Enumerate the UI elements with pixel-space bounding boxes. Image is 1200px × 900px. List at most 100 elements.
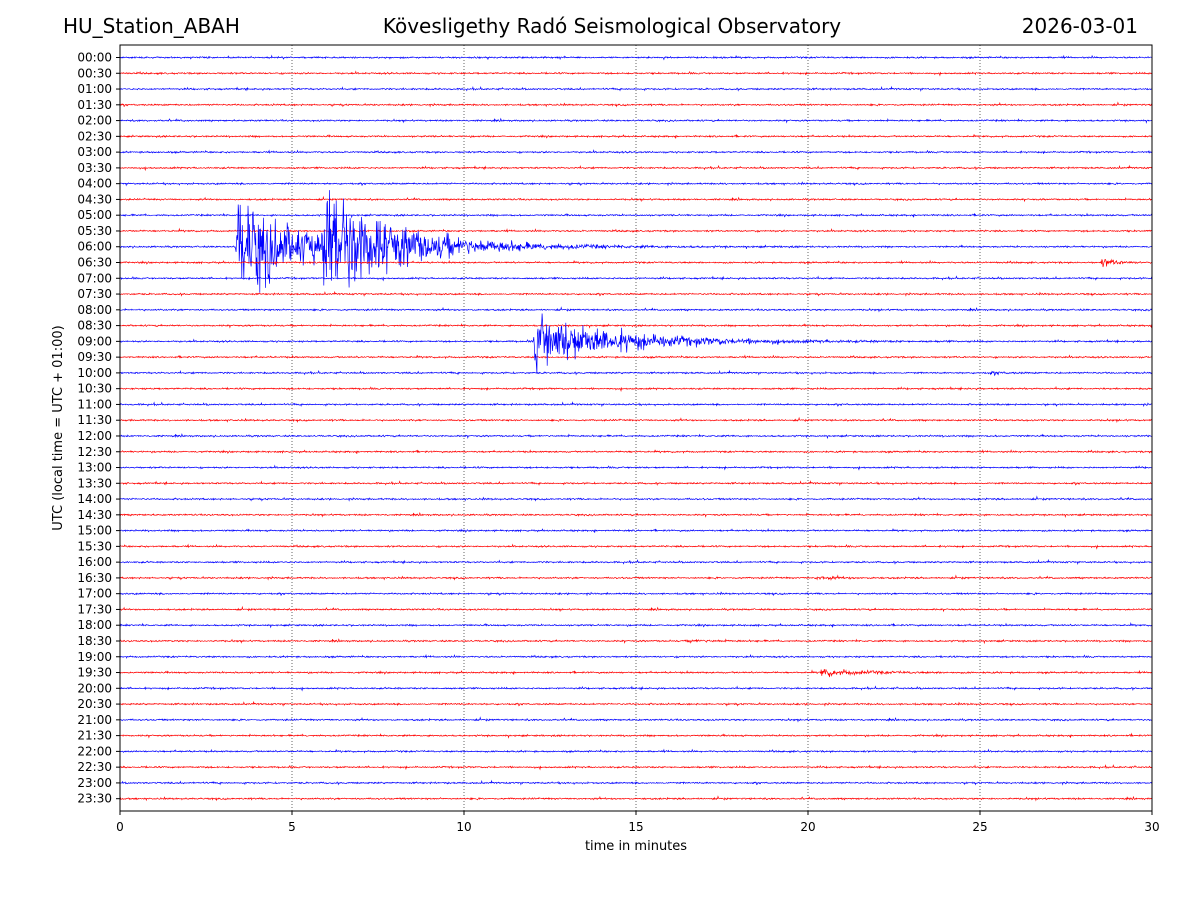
y-tick-label: 06:00 [77, 240, 112, 254]
trace-11:00 [120, 401, 1152, 408]
y-tick-label: 23:00 [77, 776, 112, 790]
y-tick-label: 22:30 [77, 760, 112, 774]
trace-01:00 [120, 85, 1152, 92]
y-tick-label: 00:00 [77, 51, 112, 65]
trace-12:00 [120, 433, 1152, 440]
trace-17:30 [120, 605, 1152, 613]
trace-22:00 [120, 748, 1152, 754]
y-tick-label: 16:00 [77, 555, 112, 569]
y-axis-label: UTC (local time = UTC + 01:00) [51, 325, 66, 530]
x-tick-label: 20 [800, 820, 815, 834]
trace-16:00 [120, 558, 1152, 565]
x-tick-label: 0 [116, 820, 124, 834]
trace-15:00 [120, 528, 1152, 533]
trace-00:30 [120, 70, 1152, 77]
y-tick-label: 22:00 [77, 744, 112, 758]
y-tick-label: 11:30 [77, 413, 112, 427]
trace-05:30 [120, 227, 1152, 234]
trace-22:30 [120, 764, 1152, 771]
trace-03:30 [120, 164, 1152, 172]
y-tick-label: 10:30 [77, 382, 112, 396]
trace-11:30 [120, 416, 1152, 424]
y-tick-label: 19:30 [77, 666, 112, 680]
x-axis-label: time in minutes [585, 839, 687, 854]
trace-14:30 [120, 512, 1152, 518]
y-tick-label: 13:30 [77, 476, 112, 490]
trace-10:30 [120, 385, 1152, 392]
station-name: HU_Station_ABAH [63, 14, 240, 38]
trace-20:30 [120, 700, 1152, 707]
trace-14:00 [120, 495, 1152, 502]
y-tick-label: 02:30 [77, 129, 112, 143]
y-tick-label: 04:00 [77, 177, 112, 191]
y-tick-label: 19:00 [77, 650, 112, 664]
y-tick-label: 12:30 [77, 445, 112, 459]
y-tick-label: 03:30 [77, 161, 112, 175]
x-tick-label: 10 [456, 820, 471, 834]
trace-18:30 [120, 638, 1152, 645]
y-tick-label: 12:00 [77, 429, 112, 443]
observatory-title: Kövesligethy Radó Seismological Observat… [382, 14, 842, 38]
trace-08:30 [120, 323, 1152, 329]
y-tick-label: 00:30 [77, 66, 112, 80]
y-tick-label: 07:00 [77, 271, 112, 285]
plot-date: 2026-03-01 [1021, 14, 1138, 38]
trace-19:30 [120, 669, 1152, 678]
y-tick-label: 04:30 [77, 192, 112, 206]
trace-09:00 [120, 313, 1152, 374]
y-tick-label: 15:00 [77, 524, 112, 538]
trace-16:30 [120, 574, 1152, 581]
trace-17:00 [120, 591, 1152, 597]
y-tick-label: 20:30 [77, 697, 112, 711]
trace-06:00 [120, 190, 1152, 293]
y-tick-label: 17:30 [77, 602, 112, 616]
trace-18:00 [120, 621, 1152, 629]
y-tick-label: 05:30 [77, 224, 112, 238]
y-tick-label: 17:00 [77, 587, 112, 601]
trace-21:00 [120, 716, 1152, 723]
x-tick-label: 5 [288, 820, 296, 834]
y-tick-label: 08:30 [77, 319, 112, 333]
y-tick-label: 08:00 [77, 303, 112, 317]
trace-03:00 [120, 149, 1152, 155]
trace-10:00 [120, 369, 1152, 377]
y-tick-label: 03:00 [77, 145, 112, 159]
y-tick-label: 14:30 [77, 508, 112, 522]
y-tick-label: 14:00 [77, 492, 112, 506]
y-tick-label: 11:00 [77, 397, 112, 411]
trace-01:30 [120, 101, 1152, 108]
trace-06:30 [120, 258, 1152, 268]
trace-08:00 [120, 306, 1152, 313]
trace-13:00 [120, 464, 1152, 471]
x-tick-label: 15 [628, 820, 643, 834]
y-tick-label: 09:30 [77, 350, 112, 364]
trace-00:00 [120, 54, 1152, 61]
y-tick-label: 21:00 [77, 713, 112, 727]
y-tick-label: 18:00 [77, 618, 112, 632]
trace-04:30 [120, 195, 1152, 203]
trace-13:30 [120, 480, 1152, 487]
trace-12:30 [120, 449, 1152, 454]
y-tick-label: 07:30 [77, 287, 112, 301]
trace-21:30 [120, 732, 1152, 739]
x-tick-label: 30 [1144, 820, 1159, 834]
traces [120, 54, 1152, 802]
y-tick-label: 09:00 [77, 334, 112, 348]
trace-09:30 [120, 354, 1152, 360]
y-tick-label: 20:00 [77, 681, 112, 695]
trace-04:00 [120, 181, 1152, 187]
trace-23:00 [120, 779, 1152, 786]
y-tick-label: 15:30 [77, 539, 112, 553]
trace-15:30 [120, 543, 1152, 550]
y-tick-label: 10:00 [77, 366, 112, 380]
trace-07:30 [120, 290, 1152, 297]
y-tick-label: 18:30 [77, 634, 112, 648]
y-tick-label: 06:30 [77, 256, 112, 270]
trace-05:00 [120, 212, 1152, 219]
trace-19:00 [120, 653, 1152, 659]
y-tick-label: 21:30 [77, 729, 112, 743]
y-tick-label: 16:30 [77, 571, 112, 585]
y-tick-label: 02:00 [77, 114, 112, 128]
trace-23:30 [120, 795, 1152, 802]
